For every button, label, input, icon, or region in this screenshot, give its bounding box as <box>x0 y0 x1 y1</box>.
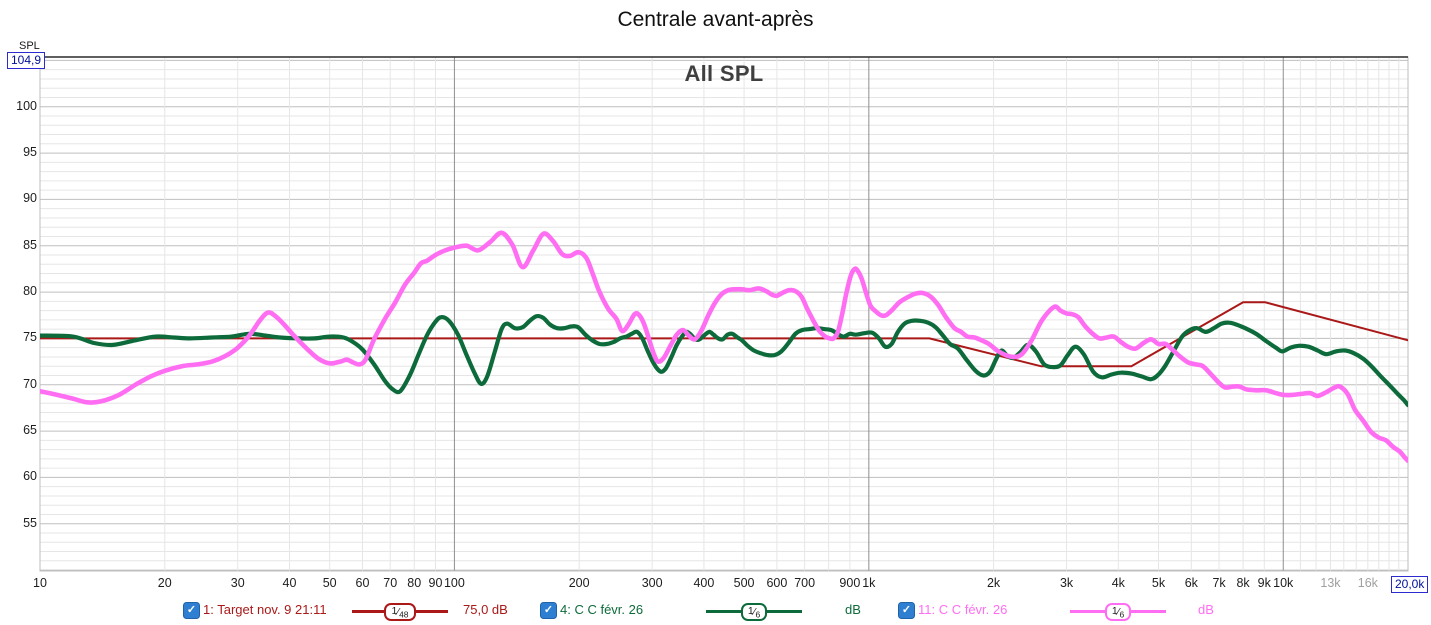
x-tick-3k: 3k <box>1059 576 1074 590</box>
page-title: Centrale avant-après <box>617 8 814 31</box>
x-tick-300: 300 <box>641 576 663 590</box>
series-measurement-4 <box>40 313 1408 408</box>
legend-bar: ✓ 1: Target nov. 9 21:11 1 ⁄ 48 75,0 dB ✓ 4: C … <box>0 601 1431 623</box>
x-tick-1k: 1k <box>862 576 876 590</box>
legend-smoothing-badge-1[interactable]: 1 ⁄ 48 <box>352 602 449 621</box>
x-tick-2k: 2k <box>986 576 1001 590</box>
x-tick-8k: 8k <box>1236 576 1250 590</box>
y-tick-70: 70 <box>23 376 37 391</box>
x-tick-10: 10 <box>33 576 47 590</box>
y-tick-90: 90 <box>23 191 37 206</box>
y-tick-100: 100 <box>16 98 37 113</box>
x-tick-4k: 4k <box>1111 576 1125 590</box>
x-tick-400: 400 <box>693 576 715 590</box>
y-axis-title: SPL <box>19 40 40 52</box>
x-tick-600: 600 <box>766 576 788 590</box>
x-tick-6k: 6k <box>1184 576 1198 590</box>
series-target <box>40 301 1408 368</box>
x-tick-100: 100 <box>443 576 465 590</box>
x-tick-7k: 7k <box>1212 576 1226 590</box>
x-axis-max-box[interactable]: 20,0k <box>1391 576 1429 593</box>
legend-checkbox-1[interactable]: ✓ <box>183 602 200 619</box>
y-tick-60: 60 <box>23 469 37 484</box>
x-tick-200: 200 <box>568 576 590 590</box>
y-tick-75: 75 <box>23 330 37 345</box>
legend-value-3: dB <box>1198 602 1214 617</box>
legend-label-3[interactable]: 11: C C févr. 26 <box>918 602 1008 617</box>
legend-value-1: 75,0 dB <box>463 602 508 617</box>
y-tick-95: 95 <box>23 145 37 160</box>
x-tick-30: 30 <box>230 576 245 590</box>
legend-smoothing-badge-3[interactable]: 1 ⁄ 6 <box>1070 602 1166 621</box>
x-tick-20: 20 <box>157 576 172 590</box>
legend-checkbox-2[interactable]: ✓ <box>540 602 557 619</box>
x-tick-50: 50 <box>322 576 337 590</box>
x-tick-60: 60 <box>355 576 370 590</box>
y-tick-80: 80 <box>23 284 37 299</box>
series-measurement-11 <box>40 230 1408 463</box>
x-tick-500: 500 <box>733 576 755 590</box>
x-tick-13k: 13k <box>1320 576 1341 590</box>
legend-label-2[interactable]: 4: C C févr. 26 <box>560 602 644 617</box>
y-axis-max-box[interactable]: 104,9 <box>7 52 46 69</box>
y-tick-65: 65 <box>23 423 37 438</box>
legend-value-2: dB <box>845 602 861 617</box>
x-tick-80: 80 <box>407 576 422 590</box>
chart-heading: All SPL <box>684 61 764 86</box>
x-tick-900: 900 <box>839 576 861 590</box>
legend-smoothing-badge-2[interactable]: 1 ⁄ 6 <box>706 602 802 621</box>
y-tick-85: 85 <box>23 237 37 252</box>
x-axis-ticks: 10 20 30 40 50 60 70 80 90 100 200 300 400 500 600 700 9… <box>0 576 1431 592</box>
x-tick-5k: 5k <box>1151 576 1166 590</box>
x-tick-16k: 16k <box>1357 576 1378 590</box>
x-tick-70: 70 <box>383 576 398 590</box>
x-tick-40: 40 <box>282 576 297 590</box>
legend-label-1[interactable]: 1: Target nov. 9 21:11 <box>203 602 327 617</box>
x-tick-90: 90 <box>428 576 443 590</box>
x-tick-700: 700 <box>794 576 816 590</box>
x-tick-10k: 10k <box>1273 576 1294 590</box>
y-tick-55: 55 <box>23 515 37 530</box>
x-tick-9k: 9k <box>1257 576 1271 590</box>
legend-checkbox-3[interactable]: ✓ <box>898 602 915 619</box>
